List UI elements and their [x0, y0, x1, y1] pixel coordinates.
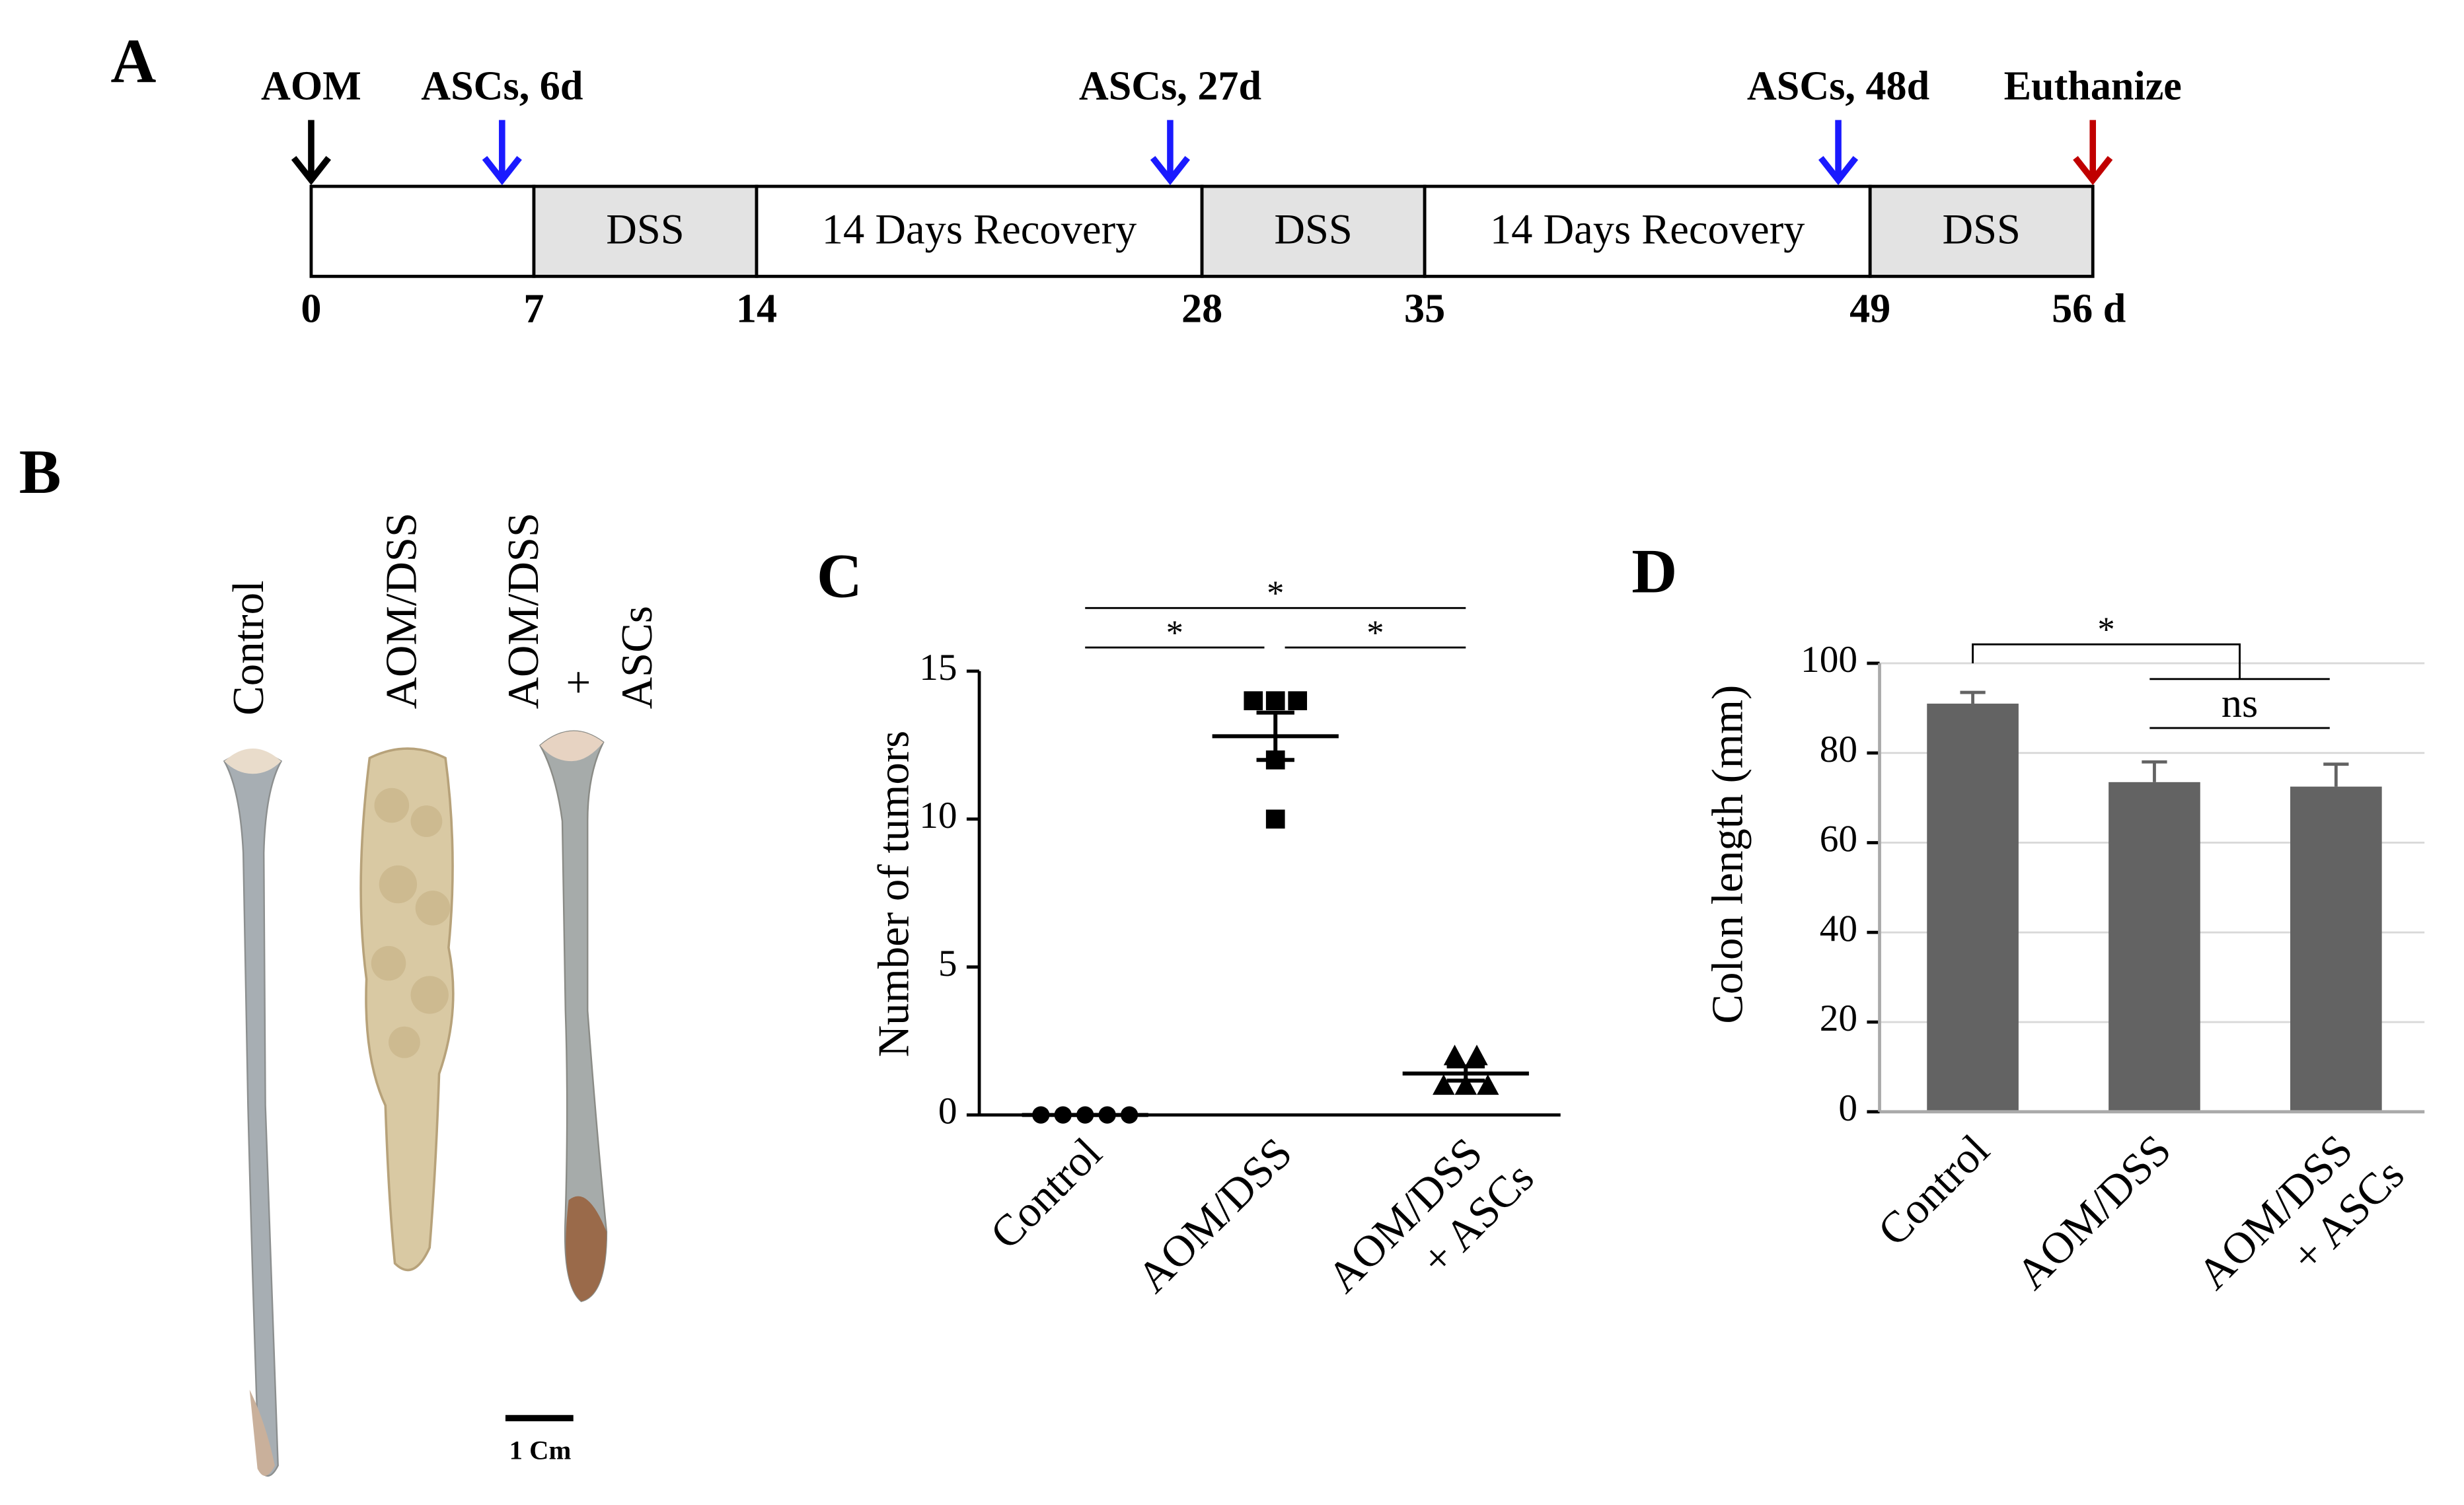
x-tick-label-line: AOM/DSS — [2007, 1125, 2181, 1299]
y-tick-label: 20 — [1820, 998, 1857, 1039]
segment-label: DSS — [1943, 205, 2021, 253]
timeline-segment — [1200, 184, 1427, 278]
timeline-tick-label: 35 — [1404, 287, 1445, 332]
significance-label: * — [1166, 614, 1183, 652]
event-arrowhead — [1818, 156, 1859, 186]
panel-label: B — [19, 437, 61, 507]
timeline-tick-label: 49 — [1849, 287, 1890, 332]
photo-label: + — [554, 670, 603, 695]
data-point — [1288, 691, 1308, 711]
event-arrowhead — [482, 156, 522, 186]
event-arrowhead — [291, 156, 331, 186]
data-point — [1443, 1045, 1466, 1066]
significance-bracket — [1972, 643, 2241, 679]
segment-label: 14 Days Recovery — [1490, 205, 1805, 253]
photo-label: AOM/DSS — [499, 513, 548, 709]
y-tick-label: 5 — [938, 943, 957, 984]
timeline-segment — [755, 184, 1204, 278]
segment-label: DSS — [606, 205, 684, 253]
data-point — [1244, 691, 1263, 711]
x-tick-label: AOM/DSS+ ASCs — [2188, 1112, 2413, 1337]
timeline-tick-label: 0 — [301, 287, 321, 332]
timeline-tick-label: 28 — [1181, 287, 1222, 332]
x-tick-label-line: AOM/DSS — [1128, 1128, 1302, 1302]
data-point — [1466, 1045, 1488, 1066]
significance-label: * — [2097, 610, 2114, 649]
timeline-tick-label: 14 — [736, 287, 777, 332]
data-point — [1454, 1074, 1477, 1095]
photo-label: Control — [224, 580, 273, 715]
event-label: ASCs, 6d — [421, 64, 583, 109]
y-axis-label: Number of tumors — [869, 731, 918, 1057]
event-label: Euthanize — [2004, 64, 2182, 109]
segment-label: DSS — [1274, 205, 1352, 253]
y-tick-label: 100 — [1801, 639, 1857, 680]
panel-label: D — [1631, 536, 1677, 606]
x-tick-label: AOM/DSS — [1128, 1128, 1302, 1302]
significance-label: ns — [2221, 681, 2258, 726]
timeline-segment — [1868, 184, 2095, 278]
bar — [1927, 704, 2019, 1112]
event-arrowhead — [1150, 156, 1190, 186]
y-tick-label: 60 — [1820, 819, 1857, 860]
segment-label: 14 Days Recovery — [822, 205, 1137, 253]
event-arrowhead — [2073, 156, 2113, 186]
data-point — [1265, 809, 1285, 829]
y-tick-label: 80 — [1820, 729, 1857, 770]
bar — [2290, 786, 2382, 1112]
colon-photo — [223, 730, 608, 1477]
y-tick-label: 0 — [938, 1091, 957, 1132]
x-tick-label: Control — [1869, 1125, 1999, 1255]
data-point — [1265, 691, 1285, 711]
x-tick-label: AOM/DSS — [2007, 1125, 2181, 1299]
y-tick-label: 10 — [919, 795, 957, 836]
photo-label: ASCs — [613, 606, 661, 709]
event-label: AOM — [261, 64, 361, 109]
event-label: ASCs, 48d — [1747, 64, 1929, 109]
x-tick-label-line: Control — [1869, 1125, 1999, 1255]
x-tick-label-line: Control — [981, 1128, 1111, 1259]
x-tick-label: AOM/DSS+ ASCs — [1318, 1115, 1543, 1340]
panel-label: C — [817, 541, 862, 611]
y-tick-label: 15 — [919, 647, 957, 688]
y-tick-label: 40 — [1820, 908, 1857, 949]
panel-label: A — [110, 26, 156, 96]
y-tick-label: 0 — [1838, 1087, 1857, 1129]
timeline-tick-label: 7 — [523, 287, 544, 332]
x-tick-label: Control — [981, 1128, 1111, 1259]
significance-label: * — [1366, 614, 1384, 652]
photo-label: AOM/DSS — [377, 513, 426, 709]
data-point — [1477, 1074, 1499, 1095]
scale-bar-label: 1 Cm — [509, 1436, 572, 1465]
timeline-tick-label: 56 d — [2052, 287, 2126, 332]
timeline-segment — [309, 184, 536, 278]
event-label: ASCs, 27d — [1079, 64, 1261, 109]
bar — [2109, 782, 2200, 1112]
data-point — [1433, 1074, 1455, 1095]
y-axis-label: Colon length (mm) — [1703, 685, 1752, 1024]
significance-label: * — [1267, 575, 1284, 613]
